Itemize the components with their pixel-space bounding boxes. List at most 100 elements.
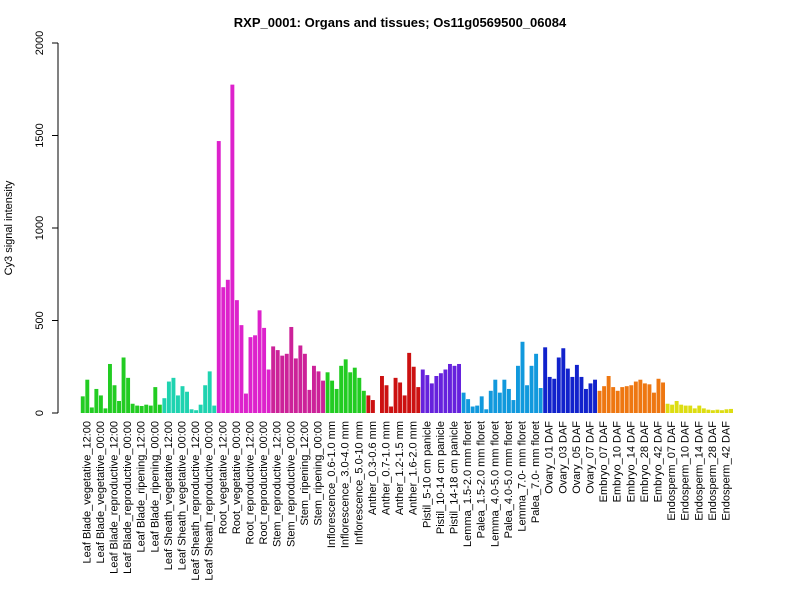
bar	[488, 390, 493, 413]
bar	[312, 365, 316, 413]
bar	[325, 372, 330, 413]
bar	[697, 405, 702, 413]
bar	[497, 392, 502, 413]
y-tick-label: 500	[34, 311, 46, 329]
bar	[588, 383, 593, 413]
bar	[688, 405, 693, 413]
bar	[221, 287, 226, 413]
bar	[615, 390, 620, 413]
x-tick-label: Inflorescence_5.0-10 mm	[353, 421, 365, 545]
bar	[203, 385, 208, 413]
bar	[448, 363, 452, 413]
bar	[85, 379, 90, 413]
x-tick-label: Anther_0.3-0.6 mm	[367, 421, 379, 515]
bar	[176, 395, 180, 413]
bar	[94, 388, 99, 413]
bar	[461, 392, 466, 413]
x-tick-label: Embryo_07 DAF	[598, 421, 610, 503]
x-tick-label: Root_vegetative_00:00	[231, 421, 243, 534]
bar	[457, 363, 461, 413]
bar	[321, 380, 325, 414]
bar	[729, 408, 733, 413]
bar	[339, 365, 344, 413]
bar	[307, 389, 312, 414]
bar	[393, 377, 398, 413]
x-tick-label: Stem_ripening_00:00	[313, 421, 325, 526]
bar	[153, 387, 158, 413]
bar	[398, 382, 403, 413]
bar	[343, 359, 348, 413]
x-tick-label: Root_vegetative_12:00	[217, 421, 229, 534]
bar	[710, 410, 715, 413]
bar	[185, 391, 189, 413]
bar	[207, 371, 212, 414]
x-tick-label: Root_reproductive_00:00	[258, 421, 270, 545]
bar	[162, 398, 167, 413]
x-tick-label: Leaf Blade_ripening_00:00	[149, 421, 161, 553]
bar	[384, 385, 389, 413]
bar	[506, 388, 511, 413]
bar	[189, 409, 194, 413]
bar	[171, 377, 176, 413]
bar	[117, 400, 121, 413]
bar	[271, 346, 276, 413]
bar	[275, 350, 280, 413]
bar	[561, 348, 566, 413]
bar	[511, 400, 516, 413]
x-tick-label: Endosperm_28 DAF	[707, 421, 719, 521]
bar	[538, 388, 543, 413]
bar	[574, 364, 579, 413]
y-tick-label: 1000	[34, 216, 46, 240]
bar	[380, 376, 384, 413]
bar	[606, 376, 611, 413]
x-tick-label: Palea_7.0- mm floret	[530, 421, 542, 523]
x-tick-label: Leaf Blade_vegetative_00:00	[95, 421, 107, 564]
bar	[475, 405, 480, 413]
bar	[257, 310, 262, 413]
bar	[357, 377, 362, 413]
x-tick-label: Stem_reproductive_00:00	[285, 421, 297, 547]
bar	[425, 375, 430, 413]
bar	[289, 326, 294, 413]
bar	[647, 384, 652, 413]
x-tick-label: Ovary_01 DAF	[544, 421, 556, 494]
bar	[434, 376, 439, 413]
bar	[130, 403, 135, 413]
bar	[234, 300, 239, 413]
bar	[629, 385, 634, 413]
x-tick-label: Inflorescence_0.6-1.0 mm	[326, 421, 338, 548]
bar	[366, 395, 371, 413]
bar	[248, 337, 253, 413]
bar	[556, 357, 561, 413]
bar	[280, 355, 285, 413]
x-tick-label: Pistil_14-18 cm panicle	[449, 421, 461, 534]
bar	[516, 365, 520, 413]
bar	[212, 405, 217, 413]
bar	[534, 353, 539, 413]
bars	[80, 84, 733, 414]
bar	[225, 279, 230, 413]
bar	[316, 371, 321, 414]
bar	[642, 383, 647, 413]
x-tick-label: Ovary_03 DAF	[557, 421, 569, 494]
x-tick-label: Leaf Sheath_reproductive_12:00	[190, 421, 202, 581]
x-tick-label: Lemma_4.0-5.0 mm floret	[489, 421, 501, 547]
bar	[620, 387, 625, 413]
bar	[216, 141, 221, 414]
bar	[611, 387, 616, 413]
bar	[180, 386, 185, 413]
x-tick-label: Endosperm_42 DAF	[721, 421, 733, 521]
bar	[665, 403, 670, 413]
bar	[334, 388, 339, 413]
bar	[674, 400, 679, 413]
x-tick-label: Endosperm_07 DAF	[666, 421, 678, 521]
bar	[624, 386, 629, 413]
bar	[543, 347, 548, 413]
bar	[520, 341, 525, 413]
bar	[652, 392, 656, 413]
x-tick-label: Leaf Blade_reproductive_00:00	[122, 421, 134, 574]
chart-title: RXP_0001: Organs and tissues; Os11g05695…	[234, 15, 567, 30]
x-tick-label: Endosperm_14 DAF	[693, 421, 705, 521]
bar	[352, 367, 357, 413]
